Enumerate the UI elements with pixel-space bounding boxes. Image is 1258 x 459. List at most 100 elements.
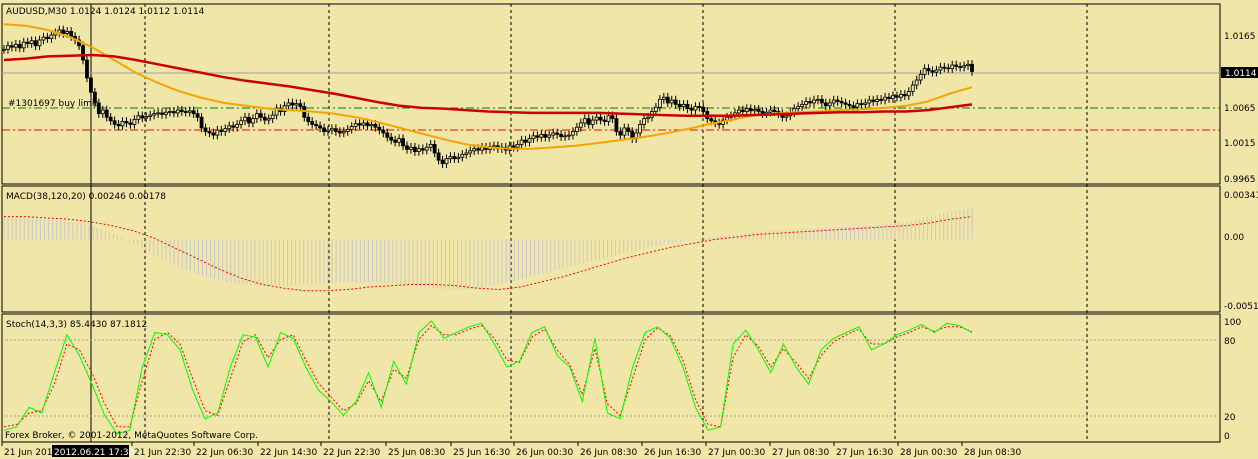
candle-body (677, 103, 682, 107)
candle-body (219, 129, 224, 132)
candle-body (195, 113, 200, 118)
candle-body (231, 125, 236, 128)
time-label: 27 Jun 00:30 (708, 448, 765, 458)
candle-body (140, 115, 145, 119)
macd-pane-header: MACD(38,120,20) 0.00246 0.00178 (6, 192, 166, 202)
candle-body (124, 121, 129, 124)
candle-body (946, 67, 951, 70)
candle-body (33, 40, 38, 47)
candle-body (333, 128, 338, 132)
candle-body (357, 123, 362, 126)
candle-body (827, 102, 832, 107)
candle-body (112, 120, 117, 125)
candle-body (37, 39, 42, 47)
candle-body (25, 41, 30, 44)
candle-body (89, 77, 93, 93)
candle-body (602, 119, 607, 122)
candle-body (326, 129, 330, 132)
candle-body (898, 93, 903, 98)
candle-body (531, 135, 536, 140)
candle-body (590, 119, 595, 125)
candle-body (405, 145, 409, 150)
candle-body (661, 96, 666, 100)
candle-body (341, 131, 346, 134)
candle-body (120, 121, 125, 127)
candle-body (96, 102, 101, 115)
candle-body (128, 122, 133, 125)
candle-body (207, 131, 212, 134)
candle-body (211, 132, 216, 136)
time-label: 25 Jun 16:30 (453, 448, 510, 458)
candle-body (610, 115, 615, 120)
stoch-pane-frame (1, 313, 1221, 443)
candle-body (480, 146, 484, 151)
candle-body (286, 102, 291, 107)
candle-body (859, 103, 864, 106)
order-label: #1301697 buy limit (8, 99, 98, 109)
candle-body (511, 145, 516, 148)
candle-body (574, 126, 579, 132)
macd-tick: 0.00341 (1224, 191, 1258, 201)
candle-body (958, 66, 963, 68)
candle-body (966, 63, 970, 67)
candle-body (657, 98, 662, 108)
candle-body (926, 68, 931, 72)
candle-body (606, 115, 611, 122)
candle-body (756, 108, 761, 112)
macd-pane-frame (1, 185, 1221, 313)
candle-body (381, 129, 386, 134)
macd-histogram (3, 207, 973, 290)
candle-body (413, 146, 417, 152)
stoch-pane-header: Stoch(14,3,3) 85.4430 87.1812 (6, 320, 147, 330)
candle-body (290, 102, 295, 106)
candle-body (144, 116, 149, 119)
candle-body (883, 96, 887, 101)
candle-body (377, 126, 382, 131)
candle-body (918, 73, 923, 81)
candle-body (330, 128, 334, 131)
candle-body (665, 96, 670, 104)
candle-body (709, 118, 714, 122)
candle-body (752, 108, 757, 112)
candle-body (618, 131, 623, 136)
candle-body (440, 159, 445, 165)
candle-body (914, 79, 919, 86)
candle-body (685, 103, 690, 110)
candle-body (930, 70, 935, 73)
stoch-tick: 0 (1224, 432, 1230, 442)
candle-body (322, 127, 326, 132)
candle-body (772, 109, 777, 112)
candle-body (298, 103, 303, 107)
price-tick: 1.0065 (1224, 104, 1256, 114)
time-label: 26 Jun 00:30 (516, 448, 573, 458)
candle-body (938, 66, 943, 71)
candle-body (6, 45, 10, 50)
candle-body (13, 43, 18, 48)
candle-body (796, 106, 801, 110)
candle-body (812, 99, 816, 104)
candle-body (456, 156, 461, 160)
candle-body (578, 122, 583, 128)
stoch-axis: 100 80 20 0 (1224, 318, 1241, 442)
candle-body (349, 126, 354, 130)
candle-body (697, 106, 702, 108)
candle-body (954, 64, 959, 67)
candle-body (389, 136, 394, 141)
candle-body (444, 158, 449, 165)
candle-body (397, 138, 402, 143)
candle-body (179, 109, 184, 112)
candle-body (654, 106, 658, 112)
candle-body (65, 31, 70, 34)
candle-body (586, 118, 591, 125)
candle-body (436, 152, 441, 161)
candle-body (910, 84, 915, 92)
candle-body (744, 108, 749, 112)
candle-body (642, 118, 646, 125)
candle-body (270, 114, 275, 120)
candle-body (41, 36, 46, 41)
candle-body (401, 138, 405, 147)
candle-body (950, 64, 955, 70)
time-label: 26 Jun 08:30 (580, 448, 637, 458)
candle-body (199, 116, 204, 129)
